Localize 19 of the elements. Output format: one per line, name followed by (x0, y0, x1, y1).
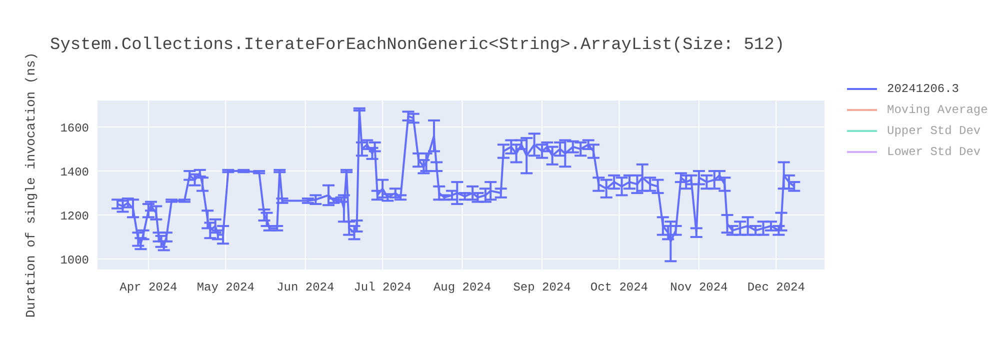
y-tick-label: 1400 (60, 165, 89, 180)
y-axis-title: Duration of single invocation (ns) (24, 52, 38, 318)
legend-label: Lower Std Dev (887, 144, 981, 158)
legend-label: 20241206.3 (887, 82, 960, 96)
x-tick-label: Apr 2024 (120, 280, 178, 295)
y-tick-label: 1000 (60, 253, 89, 268)
x-tick-label: Jun 2024 (276, 280, 334, 295)
x-tick-label: Dec 2024 (747, 280, 805, 295)
chart-title: System.Collections.IterateForEachNonGeneric<String>.ArrayList(Size: 512) (50, 36, 785, 55)
legend-label: Moving Average (887, 102, 988, 116)
y-tick-label: 1600 (60, 121, 89, 136)
x-tick-label: Oct 2024 (590, 280, 648, 295)
x-tick-label: Sep 2024 (513, 280, 571, 295)
legend-label: Upper Std Dev (887, 124, 981, 138)
x-tick-label: May 2024 (196, 280, 254, 295)
y-tick-label: 1200 (60, 209, 89, 224)
x-tick-label: Jul 2024 (354, 280, 412, 295)
x-tick-label: Aug 2024 (433, 280, 492, 295)
x-tick-label: Nov 2024 (670, 280, 728, 295)
